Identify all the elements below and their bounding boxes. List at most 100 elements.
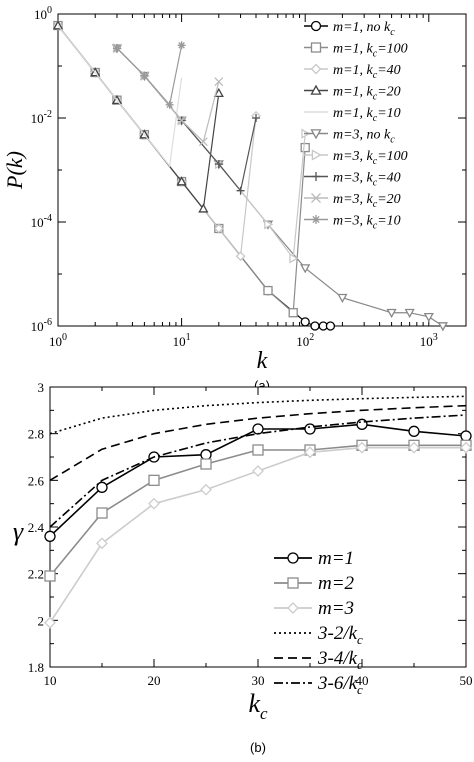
panel-b-data-point bbox=[200, 449, 212, 461]
panel-b-data-point bbox=[96, 507, 108, 519]
panel-b-data-point bbox=[44, 570, 56, 582]
panel-b-legend-text: 3-4/k bbox=[317, 648, 358, 669]
panel-b-data-point bbox=[252, 444, 264, 456]
panel-a-legend-suffix: =100 bbox=[377, 149, 407, 164]
panel-b-legend-marker bbox=[287, 602, 299, 614]
panel-a-x-tick-base: 10 bbox=[296, 334, 309, 349]
panel-a-series-10 bbox=[112, 41, 186, 109]
panel-a-data-point bbox=[236, 186, 245, 195]
panel-a-x-tick-base: 10 bbox=[420, 334, 433, 349]
panel-b-data-point bbox=[44, 530, 56, 542]
panel-a-data-point bbox=[337, 293, 348, 304]
panel-a-legend-label: m=3, kc=10 bbox=[333, 214, 401, 232]
panel-a-series bbox=[52, 20, 448, 332]
panel-a-data-point bbox=[214, 77, 224, 87]
panel-b-legend: m=1m=2m=33-2/kc3-4/kc3-6/kc bbox=[274, 548, 363, 697]
panel-b-data-point bbox=[460, 430, 472, 442]
panel-b-data-point bbox=[252, 423, 264, 435]
panel-a-y-axis-label: P(k) bbox=[2, 151, 27, 190]
panel-a-legend-suffix: =20 bbox=[377, 192, 400, 207]
panel-b-series-line bbox=[49, 404, 467, 482]
panel-b-x-tick-label: 20 bbox=[148, 673, 161, 688]
panel-a-x-tick-base: 10 bbox=[49, 334, 62, 349]
panel-b-legend-label: 3-2/kc bbox=[317, 623, 363, 647]
panel-a-data-point bbox=[235, 251, 246, 262]
panel-a-legend-marker bbox=[310, 63, 322, 75]
panel-b-legend-sub: c bbox=[357, 682, 363, 697]
panel-a-y-tick-exp: 0 bbox=[47, 5, 52, 16]
panel-a-legend-text: m=1, k bbox=[333, 106, 374, 121]
panel-a-legend-sub: c bbox=[373, 49, 378, 60]
panel-a-data-point bbox=[264, 219, 274, 230]
panel-b-y-tick-label: 2.6 bbox=[28, 473, 45, 488]
panel-a-y-tick-label: 10-4 bbox=[31, 213, 52, 230]
panel-a-x-tick-exp: 0 bbox=[62, 332, 67, 343]
panel-b-data-point bbox=[356, 441, 368, 454]
panel-a-x-tick-exp: 1 bbox=[186, 332, 191, 343]
panel-a-data-point bbox=[386, 308, 397, 319]
panel-a-data-point bbox=[404, 308, 415, 319]
panel-a-x-axis-label: k bbox=[257, 348, 268, 374]
panel-b-legend-text: 3-2/k bbox=[317, 623, 358, 644]
panel-a-legend-label: m=1, no kc bbox=[333, 20, 395, 38]
panel-a-y-tick-base: 10 bbox=[31, 111, 44, 126]
panel-a-x-tick-label: 102 bbox=[296, 332, 314, 349]
panel-a-legend-text: m=1, no k bbox=[333, 20, 391, 35]
panel-b-series-line bbox=[49, 395, 467, 435]
panel-a-legend-text: m=3, k bbox=[333, 171, 374, 186]
panel-b-x-tick-label: 40 bbox=[356, 673, 369, 688]
panel-a-y-tick-base: 10 bbox=[34, 7, 47, 22]
panel-a-data-point bbox=[300, 142, 310, 153]
panel-a-legend-sub: c bbox=[373, 199, 378, 210]
panel-a-plot-area bbox=[57, 13, 467, 327]
panel-a-data-point bbox=[177, 41, 186, 50]
panel-a-y-tick-exp: -4 bbox=[44, 213, 52, 224]
panel-a-y-tick-label: 10-2 bbox=[31, 109, 52, 126]
panel-a-legend-suffix: =10 bbox=[377, 214, 400, 229]
panel-b-legend-sub: c bbox=[357, 632, 363, 647]
panel-a-legend-sub: c bbox=[373, 113, 378, 124]
panel-b-y-tick-label: 2.8 bbox=[28, 427, 44, 442]
panel-b-data-point bbox=[460, 441, 472, 454]
panel-b-legend-label: 3-4/kc bbox=[317, 648, 363, 672]
panel-b-data-point bbox=[304, 423, 316, 435]
panel-b-legend-label: m=1 bbox=[318, 548, 354, 569]
panel-a-x-tick-exp: 3 bbox=[433, 332, 438, 343]
panel-b-y-tick-label: 2.4 bbox=[28, 520, 45, 535]
panel-a-data-point bbox=[423, 312, 434, 323]
panel-a-legend-suffix: =10 bbox=[377, 106, 400, 121]
panel-b-x-axis-label: kc bbox=[248, 689, 268, 723]
panel-b-legend-label: m=3 bbox=[318, 598, 354, 619]
panel-a-legend-label: m=3, kc=20 bbox=[333, 192, 401, 210]
panel-a-y-tick-base: 10 bbox=[31, 215, 44, 230]
panel-b-legend-sub: c bbox=[357, 657, 363, 672]
panel-a-data-point bbox=[289, 253, 299, 264]
panel-a-data-point bbox=[437, 322, 448, 332]
panel-b-y-tick-label: 1.8 bbox=[28, 660, 44, 675]
panel-a-y-tick-label: 10-6 bbox=[31, 317, 52, 334]
panel-a-legend-label: m=1, kc=40 bbox=[333, 63, 401, 81]
panel-b-series-1 bbox=[44, 418, 472, 542]
panel-a-data-point bbox=[198, 203, 209, 213]
panel-a-data-point bbox=[310, 321, 320, 331]
panel-a-data-point bbox=[213, 223, 224, 234]
panel-a-y-tick-exp: -6 bbox=[44, 317, 52, 328]
panel-a-x-tick-label: 101 bbox=[173, 332, 191, 349]
panel-b-x-tick-label: 30 bbox=[252, 673, 265, 688]
panel-a-legend-text: m=3, k bbox=[333, 192, 374, 207]
panel-a-series-line bbox=[116, 45, 183, 107]
panel-b-data-point bbox=[200, 483, 212, 496]
panel-b-series-5 bbox=[49, 404, 467, 482]
panel-b-data-point bbox=[96, 481, 108, 493]
panel-b-series-line bbox=[49, 414, 467, 528]
panel-b-y-axis-label: γ bbox=[13, 517, 24, 546]
panel-b-legend-text: m=1 bbox=[318, 548, 354, 569]
panel-b-series-6 bbox=[49, 414, 467, 528]
panel-a-data-point bbox=[213, 87, 224, 98]
panel-a-legend-label: m=1, kc=20 bbox=[333, 85, 401, 103]
panel-a-legend-text: m=1, k bbox=[333, 63, 374, 78]
